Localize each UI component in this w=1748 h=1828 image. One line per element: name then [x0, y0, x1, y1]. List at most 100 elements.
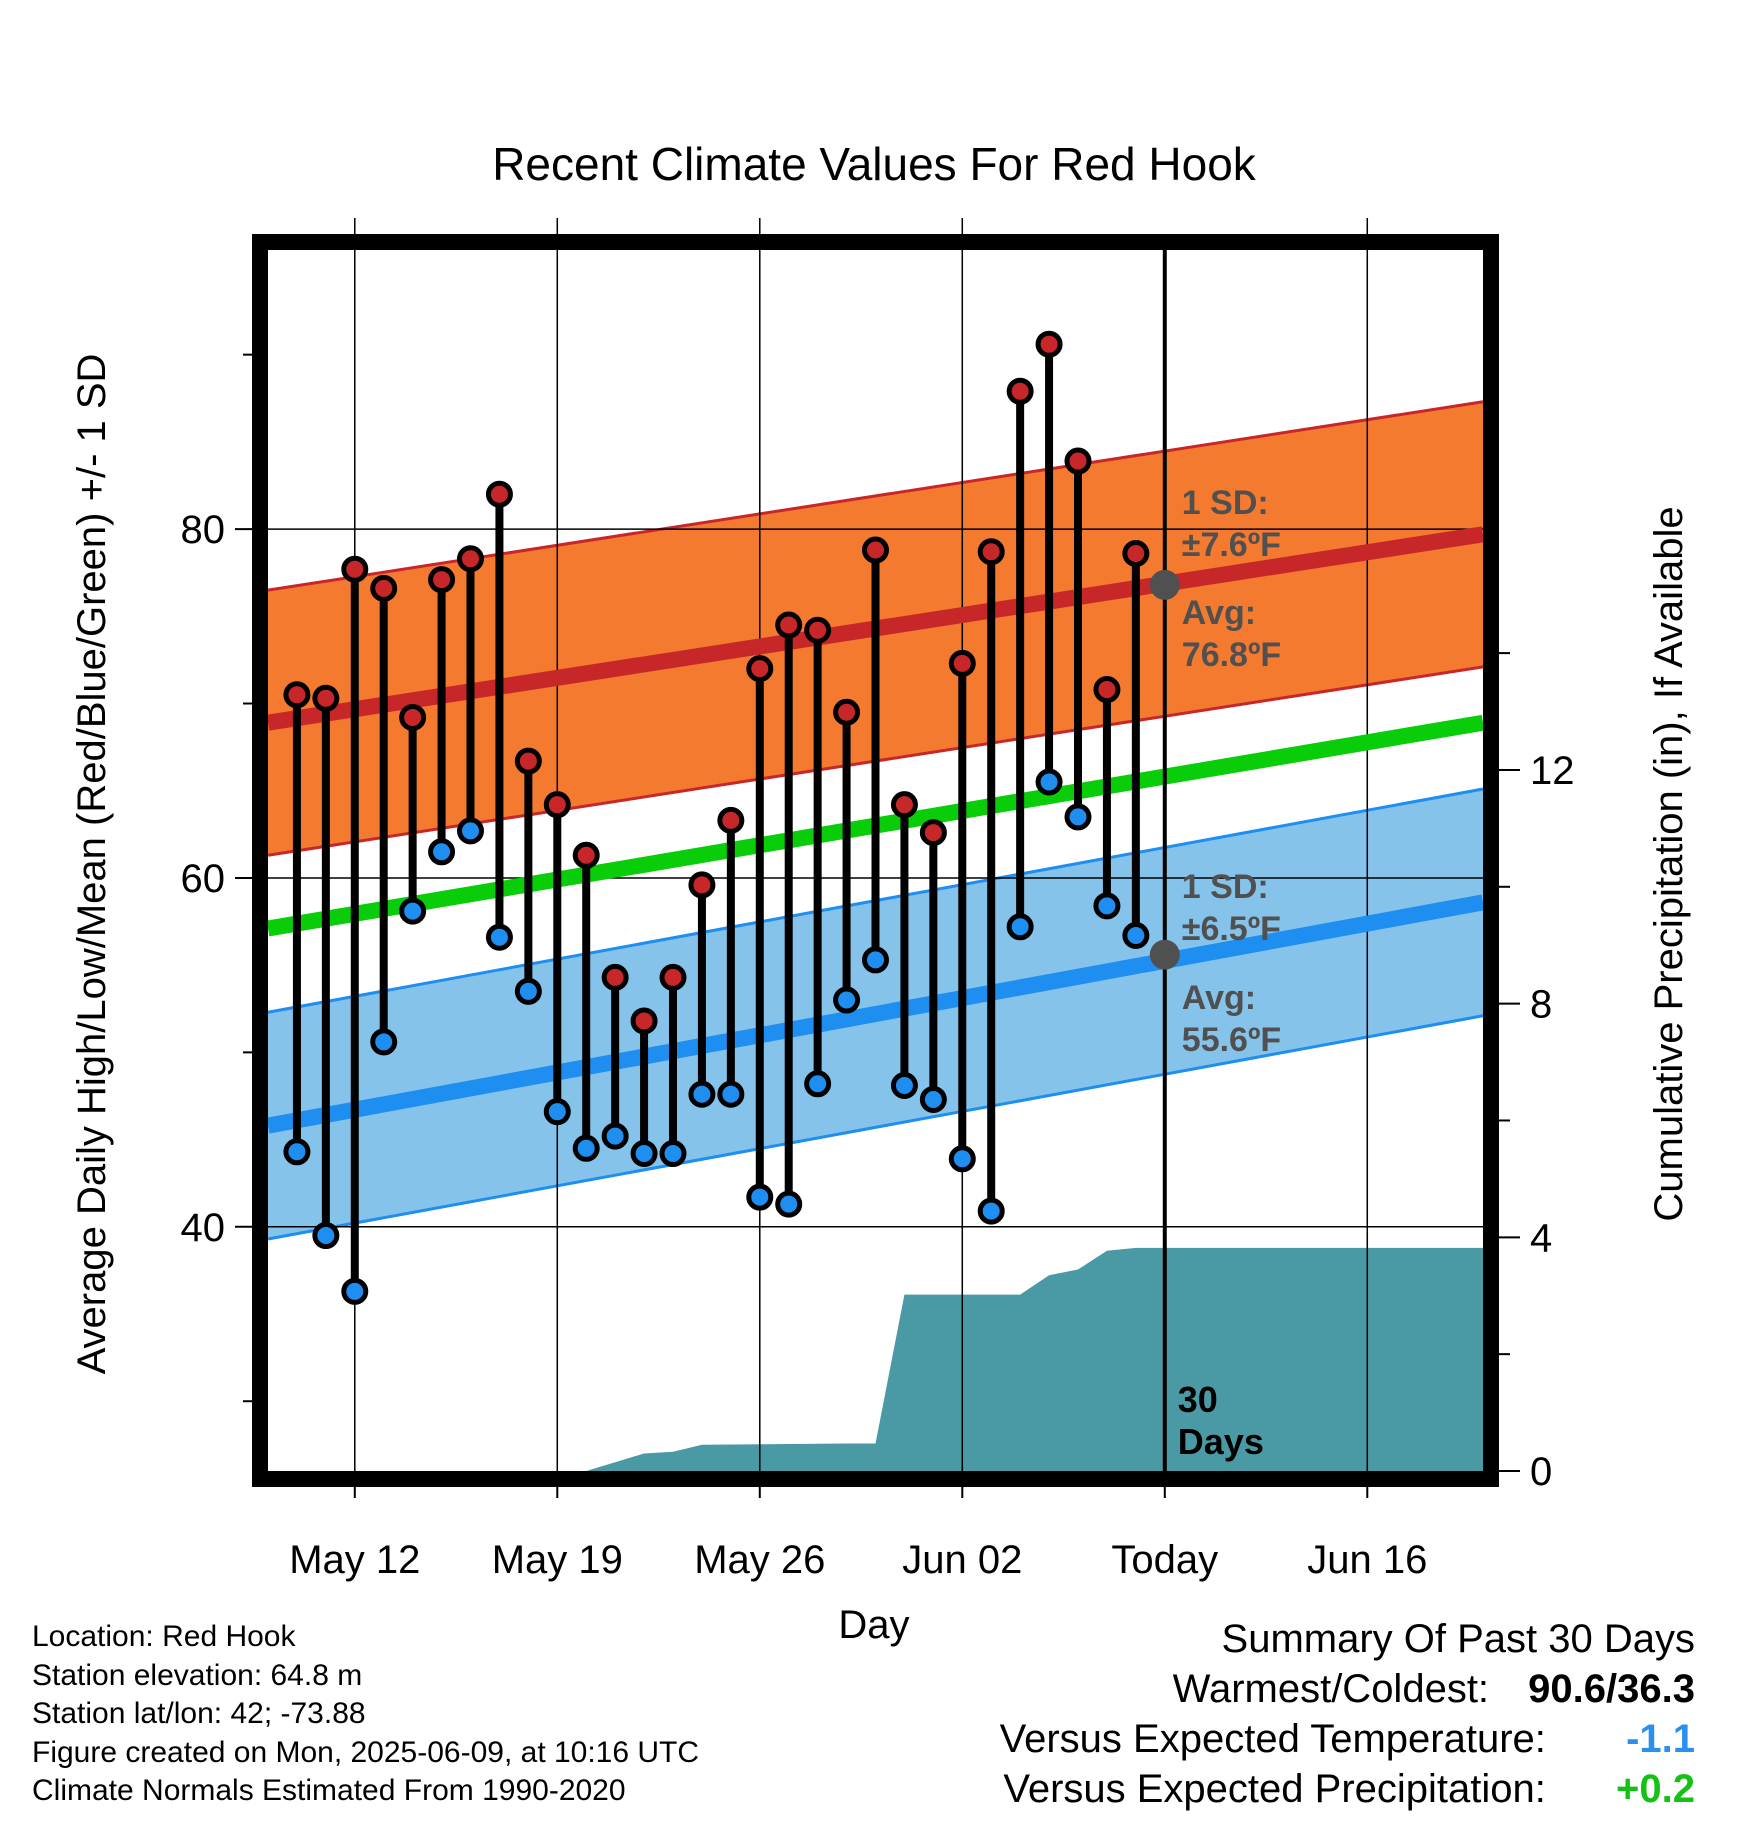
high-point-2025-05-18 [514, 747, 542, 775]
precip-label: Versus Expected Precipitation: [1003, 1767, 1546, 1811]
x-tick-label-2025-05-26: May 26 [694, 1538, 825, 1582]
high-point-2025-05-26 [746, 655, 774, 683]
station-info: Location: Red Hook Station elevation: 64… [32, 1618, 699, 1811]
today-label: 30 Days [1178, 1379, 1264, 1462]
today-marker: 30 Days [1162, 250, 1264, 1471]
plot-frame [252, 234, 1499, 1487]
high-point-2025-06-05 [1035, 330, 1063, 358]
x-tick-label-2025-06-02: Jun 02 [902, 1538, 1022, 1582]
low-point-2025-06-01 [919, 1085, 947, 1113]
high-point-2025-06-08 [1122, 540, 1150, 568]
low-point-2025-05-20 [572, 1134, 600, 1162]
y2-tick-label-8: 8 [1530, 983, 1552, 1027]
low-normal-line [266, 894, 1485, 1134]
high-point-2025-05-27 [775, 611, 803, 639]
high-point-2025-05-16 [457, 545, 484, 573]
low-point-2025-05-12 [341, 1277, 369, 1305]
warm-cold-label: Warmest/Coldest: [1172, 1667, 1490, 1711]
low-point-2025-06-05 [1035, 768, 1063, 796]
low-annotation-text-2: Avg: [1182, 979, 1256, 1017]
low-annotation-text-0: 1 SD: [1182, 868, 1269, 906]
low-point-2025-05-31 [890, 1072, 918, 1100]
high-point-2025-05-10 [283, 681, 311, 709]
y-tick-label-80: 80 [181, 508, 226, 552]
high-annotation-text-3: 76.8ºF [1182, 636, 1281, 674]
high-point-2025-05-23 [659, 963, 687, 991]
axes: May 12 May 19 May 26 Jun 02 Today Jun 1640608… [181, 353, 1575, 1582]
y2-tick-label-12: 12 [1530, 749, 1575, 793]
today-label-line: Days [1178, 1421, 1264, 1462]
low-point-2025-05-17 [485, 923, 513, 951]
high-point-2025-06-04 [1006, 377, 1034, 405]
low-point-2025-05-27 [775, 1190, 803, 1218]
low-point-2025-05-10 [283, 1138, 311, 1166]
high-point-2025-05-17 [485, 480, 513, 508]
low-point-2025-05-13 [370, 1028, 398, 1056]
low-point-2025-05-11 [312, 1222, 340, 1250]
low-point-2025-05-26 [746, 1183, 774, 1211]
high-point-2025-05-21 [601, 963, 629, 991]
high-point-2025-05-25 [717, 806, 745, 834]
high-point-2025-05-11 [312, 684, 340, 712]
x-tick-label-2025-05-12: May 12 [289, 1538, 420, 1582]
x-tick-label-2025-06-09: Today [1111, 1538, 1218, 1582]
high-annotation-avg-marker [1149, 569, 1180, 600]
low-point-2025-05-15 [428, 838, 456, 866]
warm-cold-row: Warmest/Coldest: 90.6/36.3 [1000, 1664, 1695, 1714]
high-point-2025-06-03 [977, 538, 1005, 566]
low-point-2025-05-30 [862, 946, 889, 974]
y-tick-label-40: 40 [181, 1206, 226, 1250]
high-point-2025-05-20 [572, 841, 600, 869]
high-point-2025-05-28 [804, 616, 832, 644]
low-annotation-text-1: ±6.5ºF [1182, 910, 1281, 948]
y-tick-label-60: 60 [181, 857, 226, 901]
high-point-2025-05-31 [890, 791, 918, 819]
temp-value: -1.1 [1626, 1717, 1695, 1761]
high-point-2025-05-15 [428, 566, 456, 594]
high-annotation-text-2: Avg: [1182, 594, 1256, 632]
high-annotation-text-0: 1 SD: [1182, 484, 1269, 522]
low-point-2025-06-04 [1006, 913, 1034, 941]
temp-row: Versus Expected Temperature: -1.1 [1000, 1714, 1695, 1764]
chart-title: Recent Climate Values For Red Hook [492, 138, 1257, 190]
today-label-line: 30 [1178, 1379, 1218, 1420]
high-point-2025-05-12 [341, 555, 369, 583]
high-point-2025-06-02 [948, 649, 976, 677]
y2-tick-label-0: 0 [1530, 1450, 1552, 1494]
low-point-2025-05-16 [457, 817, 484, 845]
low-point-2025-06-03 [977, 1197, 1005, 1225]
low-point-2025-06-02 [948, 1145, 976, 1173]
temp-label: Versus Expected Temperature: [999, 1717, 1546, 1761]
normals-text: Climate Normals Estimated From 1990-2020 [32, 1774, 626, 1807]
high-point-2025-05-14 [399, 703, 427, 731]
low-point-2025-05-22 [630, 1140, 658, 1168]
y2-tick-label-4: 4 [1530, 1216, 1552, 1260]
y-axis-label: Average Daily High/Low/Mean (Red/Blue/Gr… [70, 354, 114, 1375]
summary-panel: Summary Of Past 30 Days Warmest/Coldest:… [1000, 1614, 1695, 1814]
low-point-2025-05-14 [399, 897, 427, 925]
low-annotation-avg-marker [1149, 939, 1180, 970]
low-point-2025-05-28 [804, 1070, 832, 1098]
low-point-2025-05-21 [601, 1122, 629, 1150]
location-text: Location: Red Hook [32, 1620, 296, 1653]
low-sd-band-lower-edge [267, 1014, 1484, 1241]
latlon-text: Station lat/lon: 42; -73.88 [32, 1697, 366, 1730]
low-point-2025-06-07 [1093, 892, 1121, 920]
precip-value: +0.2 [1616, 1767, 1695, 1811]
warm-cold-value: 90.6/36.3 [1528, 1667, 1695, 1711]
x-tick-label-2025-06-16: Jun 16 [1307, 1538, 1427, 1582]
low-point-2025-06-08 [1122, 922, 1150, 950]
daily-range-stems [292, 344, 1140, 1292]
low-point-2025-05-25 [717, 1080, 745, 1108]
daily-points [283, 330, 1150, 1305]
x-tick-label-2025-05-19: May 19 [492, 1538, 623, 1582]
plot-border [252, 234, 1499, 1487]
high-point-2025-05-29 [833, 698, 861, 726]
high-point-2025-05-24 [688, 871, 716, 899]
normal-annotations: 1 SD: ±7.6ºF Avg: 76.8ºF 1 SD: ±6.5ºF Avg: 55.6… [1149, 484, 1281, 1059]
low-point-2025-05-29 [833, 986, 861, 1014]
low-point-2025-05-24 [688, 1080, 716, 1108]
high-annotation-text-1: ±7.6ºF [1182, 526, 1281, 564]
high-point-2025-06-06 [1064, 447, 1092, 475]
precipitation-area [268, 1247, 1483, 1471]
